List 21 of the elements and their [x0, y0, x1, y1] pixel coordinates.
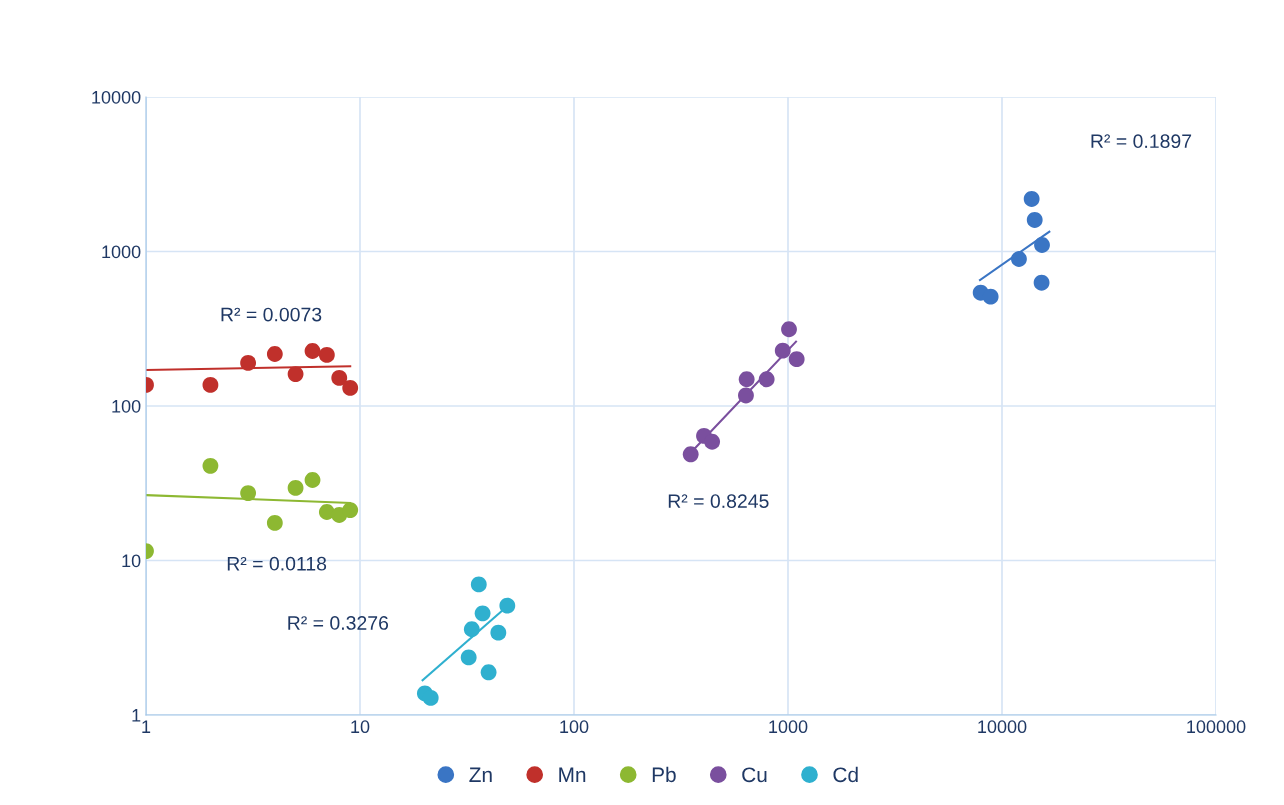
x-tick-label: 100000	[1187, 720, 1246, 734]
x-tick-label: 10	[351, 720, 370, 734]
annotation: R² = 0.8245	[668, 494, 769, 508]
annotation: R² = 0.3276	[288, 616, 389, 630]
legend-label: Pb	[652, 766, 676, 783]
y-tick-label: 10	[122, 554, 141, 568]
y-tick-label: 1000	[102, 245, 141, 259]
legend-label: Mn	[559, 767, 586, 782]
legend-label: Cd	[833, 766, 858, 783]
x-tick-label: 1	[142, 720, 151, 733]
legend-label: Zn	[469, 767, 492, 782]
y-tick-label: 10000	[92, 90, 141, 104]
annotation: R² = 0.1897	[1091, 134, 1192, 149]
annotation: R² = 0.0118	[227, 556, 327, 571]
x-tick-label: 100	[560, 720, 589, 734]
y-tick-label: 100	[112, 399, 141, 413]
y-tick-label: 1	[132, 709, 141, 722]
x-tick-label: 10000	[978, 720, 1027, 734]
legend-label: Cu	[742, 767, 767, 783]
x-tick-label: 1000	[769, 720, 808, 734]
annotation: R² = 0.0073	[221, 307, 322, 322]
